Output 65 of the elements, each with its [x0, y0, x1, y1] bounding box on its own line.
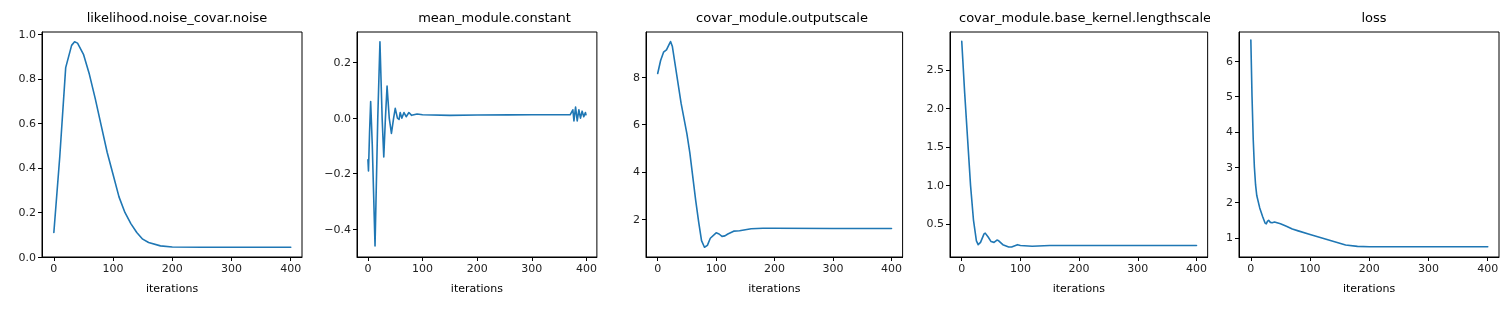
x-tick-label: 100	[1009, 262, 1031, 275]
x-axis-title: iterations	[1052, 282, 1106, 295]
x-tick-label: 300	[1418, 262, 1440, 275]
y-tick-label: 0.5	[926, 217, 944, 231]
y-tick-label: 1.5	[926, 140, 944, 154]
x-tick-label: 0	[50, 262, 58, 275]
x-axis-title: iterations	[748, 282, 801, 295]
chart-title: mean_module.constant	[418, 10, 571, 25]
y-tick-label: 0.8	[18, 72, 36, 86]
y-tick-label: 1	[1226, 231, 1233, 245]
x-axis-title: iterations	[1342, 282, 1396, 295]
x-tick-label: 400	[576, 262, 597, 275]
x-tick-label: 400	[881, 262, 902, 275]
x-tick-label: 200	[1068, 262, 1090, 275]
y-tick-label: 4	[1226, 125, 1233, 139]
x-tick-label: 200	[466, 262, 488, 275]
x-tick-label: 400	[280, 262, 302, 275]
y-tick-label: 0.6	[18, 116, 36, 130]
chart-title: covar_module.outputscale	[696, 10, 868, 25]
x-tick-label: 300	[521, 262, 543, 275]
line-series	[53, 41, 292, 248]
x-tick-label: 300	[822, 262, 844, 275]
y-tick-label: 2.0	[926, 101, 944, 115]
y-tick-label: 0.0	[333, 111, 351, 125]
y-tick-label: 8	[633, 70, 640, 84]
x-tick-label: 100	[705, 262, 727, 275]
x-tick-label: 200	[764, 262, 786, 275]
x-tick-label: 0	[364, 262, 372, 275]
y-tick-label: 4	[633, 165, 640, 179]
y-tick-label: 0.4	[18, 161, 36, 175]
y-tick-label: 5	[1226, 90, 1233, 104]
x-axis-title: iterations	[145, 282, 199, 295]
x-tick-label: 200	[1358, 262, 1380, 275]
y-tick-label: 1.0	[926, 178, 944, 192]
y-tick-label: 2	[633, 212, 640, 226]
y-tick-label: 2.5	[926, 63, 944, 77]
y-tick-label: 0.0	[18, 250, 36, 264]
line-series	[367, 40, 587, 247]
x-tick-label: 100	[102, 262, 124, 275]
x-tick-label: 300	[1127, 262, 1149, 275]
line-series	[656, 40, 893, 249]
y-tick-label: −0.2	[324, 167, 351, 181]
x-tick-label: 100	[412, 262, 434, 275]
y-tick-label: 3	[1226, 160, 1233, 174]
line-series	[1250, 39, 1489, 248]
x-tick-label: 400	[1186, 262, 1207, 275]
y-tick-label: 6	[633, 117, 640, 131]
line-series	[960, 40, 1198, 248]
y-tick-label: 0.2	[333, 56, 351, 70]
y-tick-label: 6	[1226, 54, 1233, 68]
y-tick-label: 2	[1226, 196, 1233, 210]
chart-title: loss	[1361, 10, 1387, 25]
x-tick-label: 200	[161, 262, 183, 275]
chart-title: covar_module.base_kernel.lengthscale	[958, 10, 1212, 25]
x-tick-label: 400	[1477, 262, 1499, 275]
x-tick-label: 300	[221, 262, 243, 275]
x-tick-label: 0	[958, 262, 966, 275]
x-tick-label: 100	[1299, 262, 1321, 275]
y-tick-label: 0.2	[18, 205, 36, 219]
x-tick-label: 0	[654, 262, 662, 275]
y-tick-label: 1.0	[18, 27, 36, 41]
x-tick-label: 0	[1247, 262, 1255, 275]
chart-title: likelihood.noise_covar.noise	[86, 10, 268, 25]
x-axis-title: iterations	[450, 282, 504, 295]
y-tick-label: −0.4	[324, 222, 351, 236]
